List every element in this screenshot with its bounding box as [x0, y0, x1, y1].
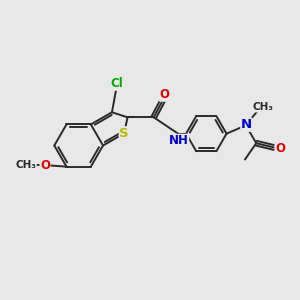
- Text: NH: NH: [169, 134, 189, 147]
- Text: Cl: Cl: [111, 77, 123, 90]
- Text: S: S: [119, 127, 129, 140]
- Text: CH₃: CH₃: [252, 102, 273, 112]
- Text: O: O: [40, 159, 50, 172]
- Text: CH₃: CH₃: [15, 160, 36, 170]
- Text: O: O: [160, 88, 170, 101]
- Text: N: N: [241, 118, 252, 131]
- Text: O: O: [275, 142, 285, 155]
